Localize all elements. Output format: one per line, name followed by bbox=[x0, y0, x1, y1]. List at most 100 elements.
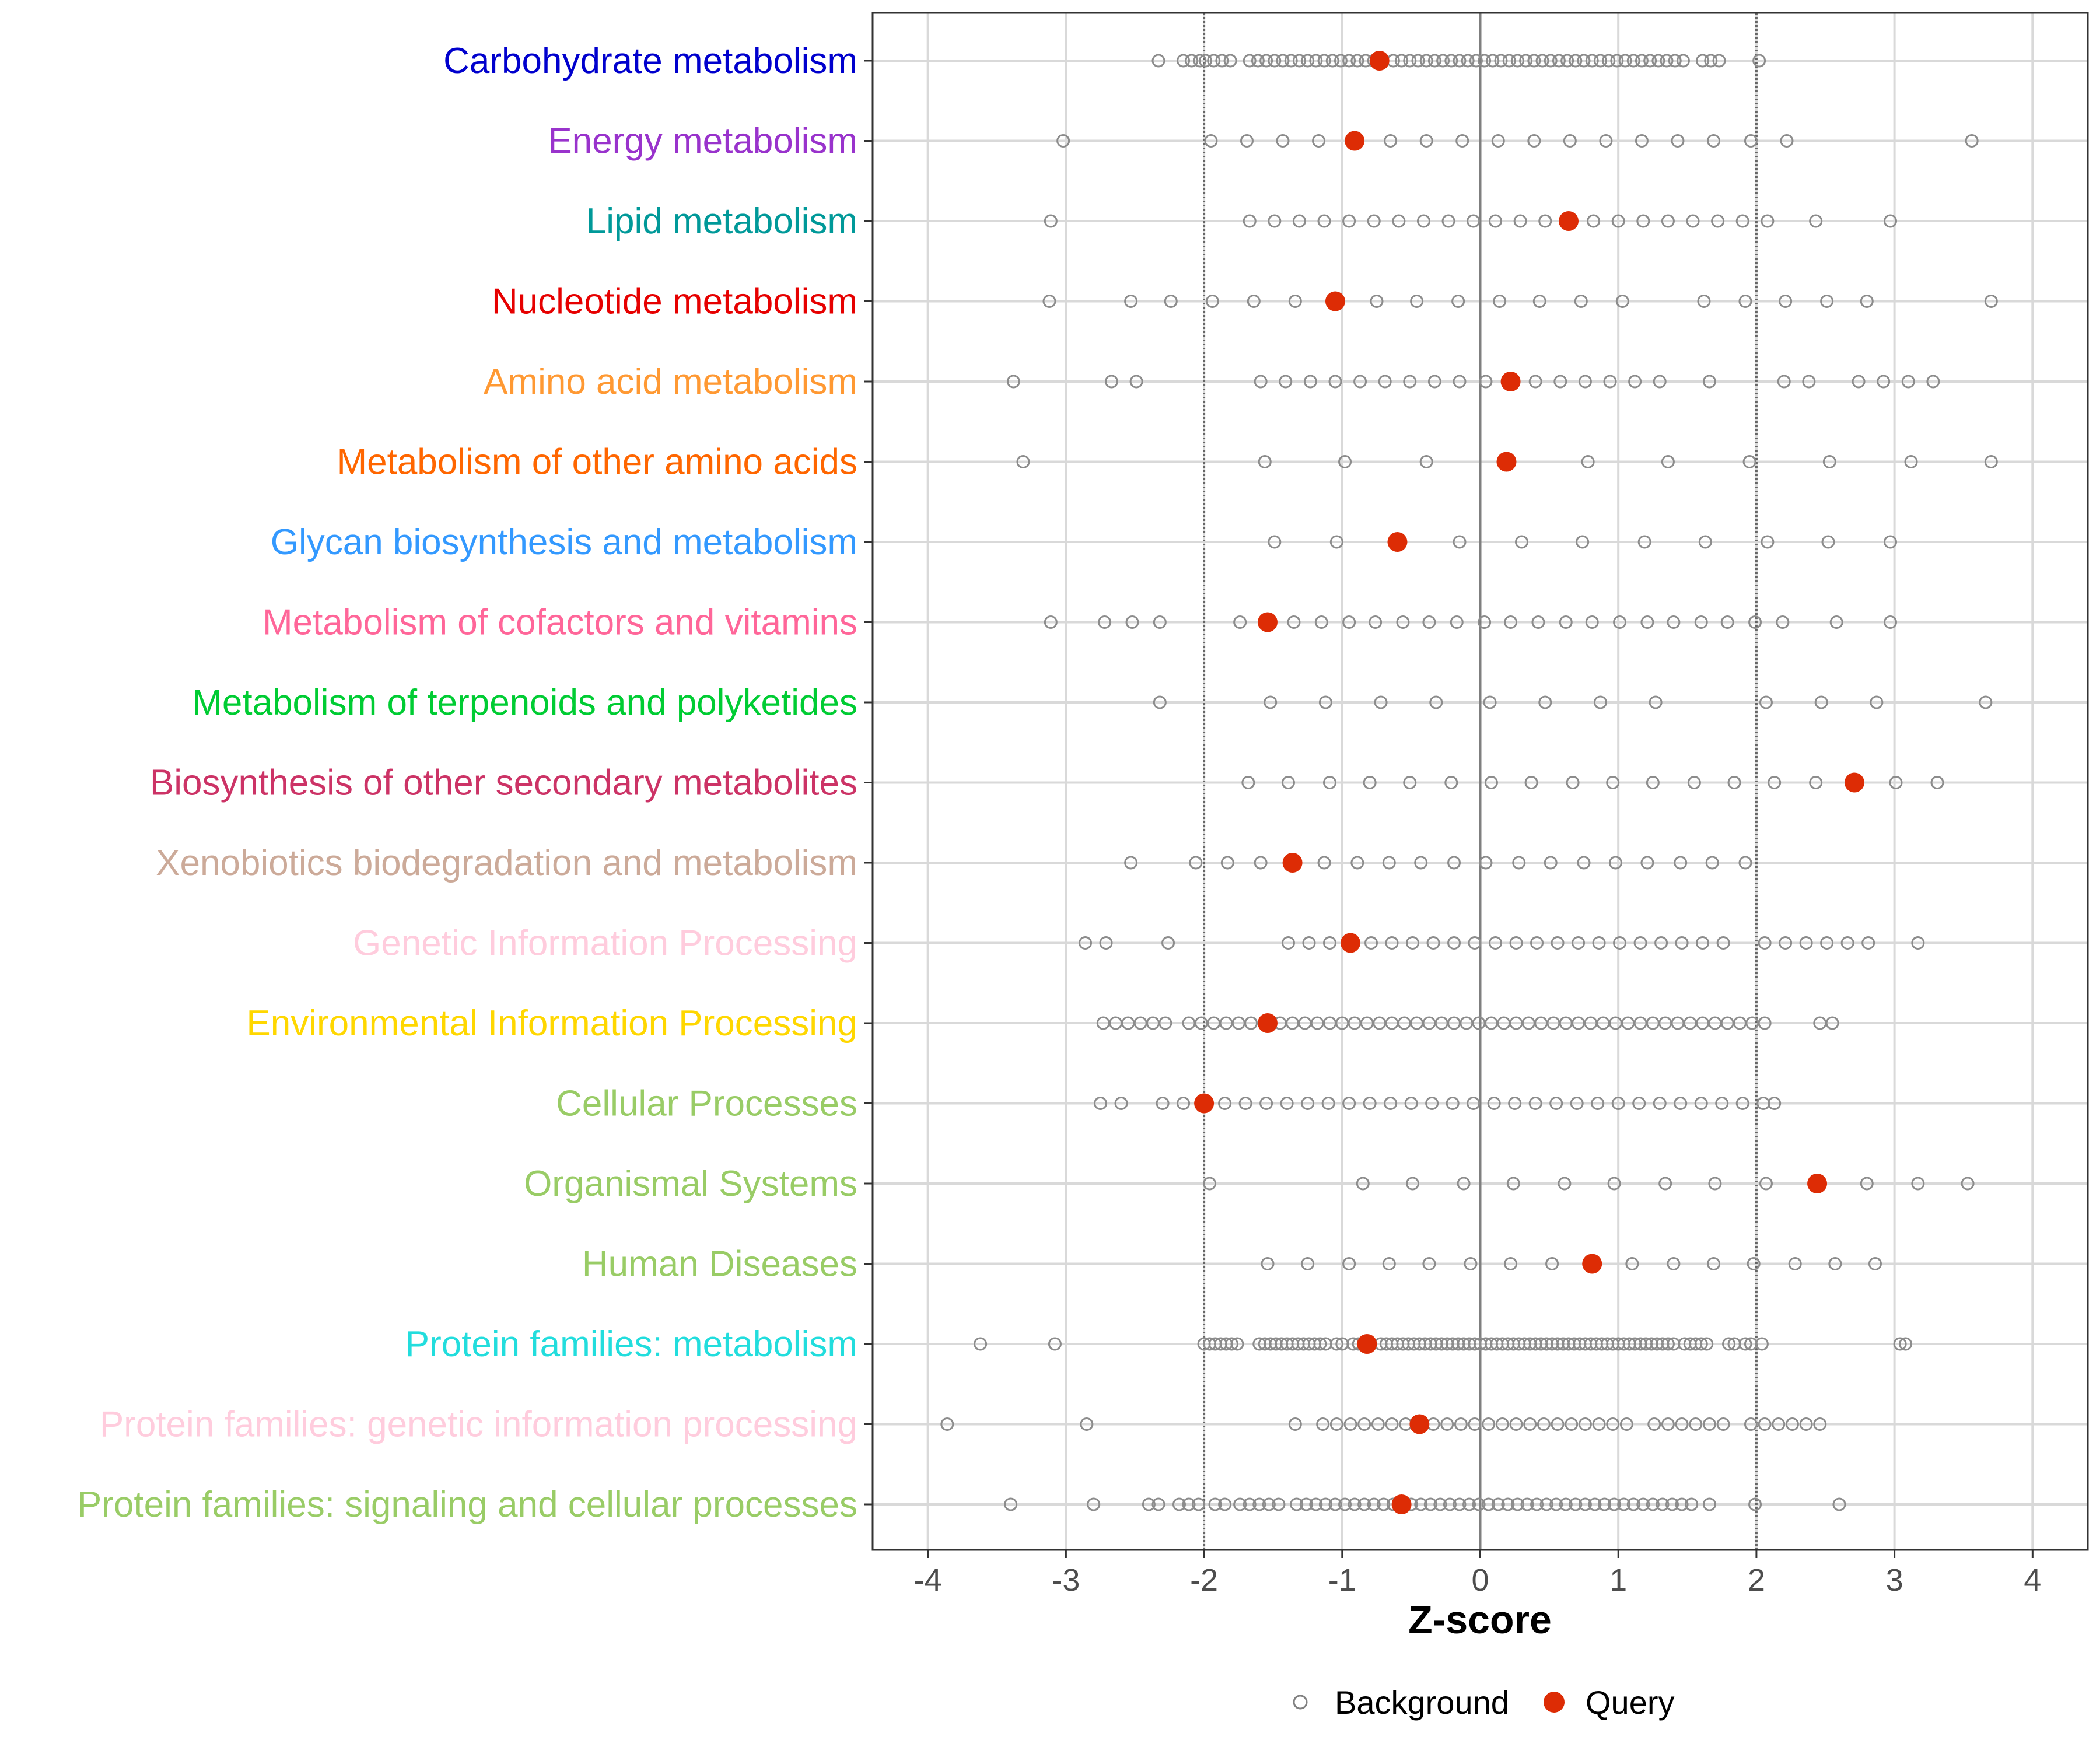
background-point bbox=[1452, 54, 1466, 68]
background-point bbox=[1965, 134, 1979, 148]
background-point bbox=[1634, 54, 1648, 68]
background-point bbox=[1318, 1497, 1332, 1511]
background-point bbox=[1702, 1418, 1716, 1431]
background-point bbox=[1493, 295, 1507, 308]
background-point bbox=[1241, 776, 1255, 789]
background-point bbox=[1114, 1097, 1128, 1110]
background-point bbox=[1716, 936, 1730, 950]
background-point bbox=[1426, 936, 1440, 950]
background-point bbox=[1809, 776, 1823, 789]
background-point bbox=[1602, 54, 1616, 68]
background-point bbox=[1712, 54, 1726, 68]
background-point bbox=[1656, 1497, 1670, 1511]
category-label: Biosynthesis of other secondary metaboli… bbox=[150, 763, 858, 803]
background-point bbox=[1578, 374, 1592, 388]
background-point bbox=[1577, 54, 1591, 68]
category-label: Energy metabolism bbox=[548, 121, 858, 162]
background-point bbox=[1720, 615, 1734, 629]
x-axis-ticks: -4 -3 -2 -1 0 1 2 3 4 bbox=[914, 1550, 2041, 1598]
background-point bbox=[1606, 1418, 1620, 1431]
background-point bbox=[1422, 615, 1436, 629]
background-point bbox=[1104, 374, 1118, 388]
background-point bbox=[1343, 1418, 1357, 1431]
background-point bbox=[1722, 1337, 1736, 1351]
background-point bbox=[1268, 214, 1282, 228]
background-point bbox=[1472, 1497, 1486, 1511]
background-point bbox=[1636, 1497, 1650, 1511]
background-point bbox=[1280, 1097, 1294, 1110]
background-point bbox=[1203, 1177, 1217, 1191]
background-point bbox=[1607, 1497, 1621, 1511]
x-tick-label: 2 bbox=[1748, 1563, 1765, 1598]
background-point bbox=[1329, 1418, 1343, 1431]
background-point bbox=[1314, 615, 1328, 629]
background-point bbox=[1462, 1497, 1476, 1511]
background-point bbox=[1385, 936, 1399, 950]
background-point bbox=[1419, 54, 1433, 68]
background-point bbox=[1735, 214, 1749, 228]
background-point bbox=[1218, 1497, 1232, 1511]
category-label: Protein families: genetic information pr… bbox=[100, 1405, 858, 1445]
background-point bbox=[1637, 535, 1651, 549]
background-point bbox=[1491, 1497, 1505, 1511]
background-point bbox=[1704, 54, 1718, 68]
background-point bbox=[1667, 615, 1681, 629]
background-point bbox=[1447, 856, 1461, 870]
background-point bbox=[1531, 615, 1545, 629]
background-point bbox=[1494, 54, 1508, 68]
background-point bbox=[1661, 1418, 1675, 1431]
background-point bbox=[1544, 856, 1558, 870]
background-point bbox=[1342, 1097, 1356, 1110]
background-point bbox=[1357, 1497, 1371, 1511]
background-point bbox=[1519, 54, 1533, 68]
background-point bbox=[1588, 1497, 1602, 1511]
background-point bbox=[1164, 295, 1178, 308]
background-point bbox=[1785, 1418, 1799, 1431]
background-point bbox=[1689, 1418, 1703, 1431]
background-point bbox=[1572, 936, 1586, 950]
background-point bbox=[1603, 374, 1617, 388]
background-point bbox=[1593, 54, 1607, 68]
background-point bbox=[1254, 374, 1268, 388]
background-point bbox=[1363, 776, 1377, 789]
background-point bbox=[1455, 134, 1469, 148]
background-point bbox=[1419, 134, 1433, 148]
background-point bbox=[1675, 1418, 1689, 1431]
background-point bbox=[1443, 1497, 1457, 1511]
background-point bbox=[1177, 54, 1191, 68]
background-point bbox=[1758, 936, 1772, 950]
category-label: Environmental Information Processing bbox=[246, 1003, 858, 1044]
background-point bbox=[1606, 776, 1620, 789]
background-point bbox=[1429, 695, 1443, 709]
background-point bbox=[1705, 856, 1719, 870]
background-point bbox=[1342, 1257, 1356, 1270]
background-point bbox=[1006, 374, 1020, 388]
background-point bbox=[1549, 1497, 1563, 1511]
background-point bbox=[1004, 1497, 1018, 1511]
background-point bbox=[1367, 1497, 1381, 1511]
background-point bbox=[1454, 1418, 1468, 1431]
background-point bbox=[1303, 374, 1317, 388]
background-point bbox=[1177, 1097, 1191, 1110]
background-point bbox=[1515, 535, 1529, 549]
background-point bbox=[1802, 374, 1816, 388]
background-point bbox=[1617, 1497, 1631, 1511]
background-point bbox=[1276, 54, 1290, 68]
background-point bbox=[1414, 1497, 1428, 1511]
background-point bbox=[1368, 615, 1382, 629]
background-point bbox=[1544, 54, 1558, 68]
background-point bbox=[1416, 214, 1430, 228]
background-point bbox=[1099, 936, 1113, 950]
background-point bbox=[1252, 1497, 1266, 1511]
background-point bbox=[1755, 1337, 1769, 1351]
background-point bbox=[1658, 1177, 1672, 1191]
background-point bbox=[1651, 54, 1665, 68]
background-point bbox=[1016, 455, 1030, 468]
background-point bbox=[1328, 1497, 1342, 1511]
background-point bbox=[1385, 1418, 1399, 1431]
background-point bbox=[1469, 54, 1483, 68]
background-point bbox=[1611, 214, 1625, 228]
category-label: Amino acid metabolism bbox=[484, 362, 858, 402]
background-point bbox=[1640, 615, 1654, 629]
